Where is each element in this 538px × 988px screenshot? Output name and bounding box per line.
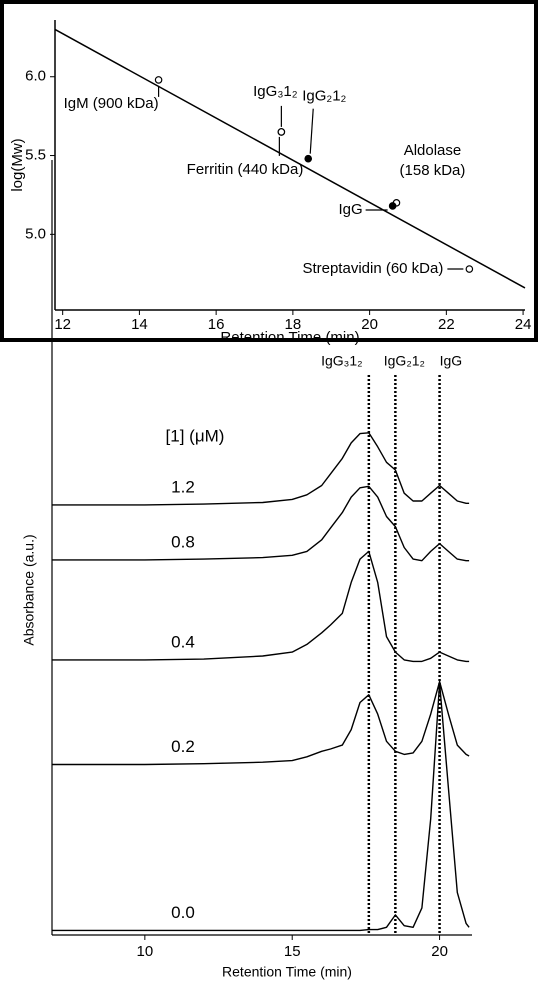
x-axis-title: Retention Time (min)	[222, 964, 352, 980]
x-tick-label: 22	[438, 316, 455, 333]
data-point	[465, 265, 474, 273]
x-tick-label: 24	[515, 316, 532, 333]
trace	[52, 682, 470, 932]
x-tick-label: 15	[284, 943, 301, 960]
y-axis-title: log(Mw)	[9, 138, 26, 191]
point-label: (158 kDa)	[400, 162, 466, 179]
marker-label: IgG₂1₂	[384, 353, 425, 369]
trace	[52, 485, 470, 562]
x-tick-label: 12	[54, 316, 71, 333]
series-label: 0.2	[171, 737, 195, 756]
y-tick-label: 6.0	[25, 68, 46, 85]
data-point	[388, 202, 397, 210]
point-label: IgG₃1₂	[253, 83, 298, 100]
x-tick-label: 20	[361, 316, 378, 333]
fit-line	[54, 28, 526, 289]
marker-label: IgG₃1₂	[321, 353, 363, 369]
x-tick-label: 18	[285, 316, 302, 333]
marker-label: IgG	[440, 353, 463, 369]
series-label: 1.2	[171, 477, 195, 496]
y-tick-label: 5.5	[25, 147, 46, 164]
y-axis-title: Absorbance (a.u.)	[21, 534, 37, 645]
legend-title: [1] (μM)	[166, 426, 225, 445]
trace	[52, 680, 470, 766]
leader-line	[309, 108, 314, 154]
point-label: Ferritin (440 kDa)	[187, 161, 304, 178]
x-tick-label: 10	[136, 943, 153, 960]
point-label: Streptavidin (60 kDa)	[302, 260, 443, 277]
point-label: IgG	[338, 201, 362, 218]
point-label: IgM (900 kDa)	[64, 95, 159, 112]
data-point	[154, 76, 163, 84]
series-label: 0.8	[171, 532, 195, 551]
trace	[52, 432, 470, 506]
x-axis-title: Retention Time (min)	[220, 329, 359, 346]
series-label: 0.0	[171, 903, 195, 922]
x-tick-label: 20	[431, 943, 448, 960]
y-tick-label: 5.0	[25, 225, 46, 242]
point-label: Aldolase	[404, 142, 462, 159]
data-point	[277, 128, 286, 136]
trace	[52, 550, 470, 663]
x-tick-label: 16	[208, 316, 225, 333]
x-tick-label: 14	[131, 316, 148, 333]
data-point	[304, 154, 313, 163]
frame	[0, 0, 538, 342]
point-label: IgG₂1₂	[302, 88, 346, 105]
series-label: 0.4	[171, 632, 195, 651]
